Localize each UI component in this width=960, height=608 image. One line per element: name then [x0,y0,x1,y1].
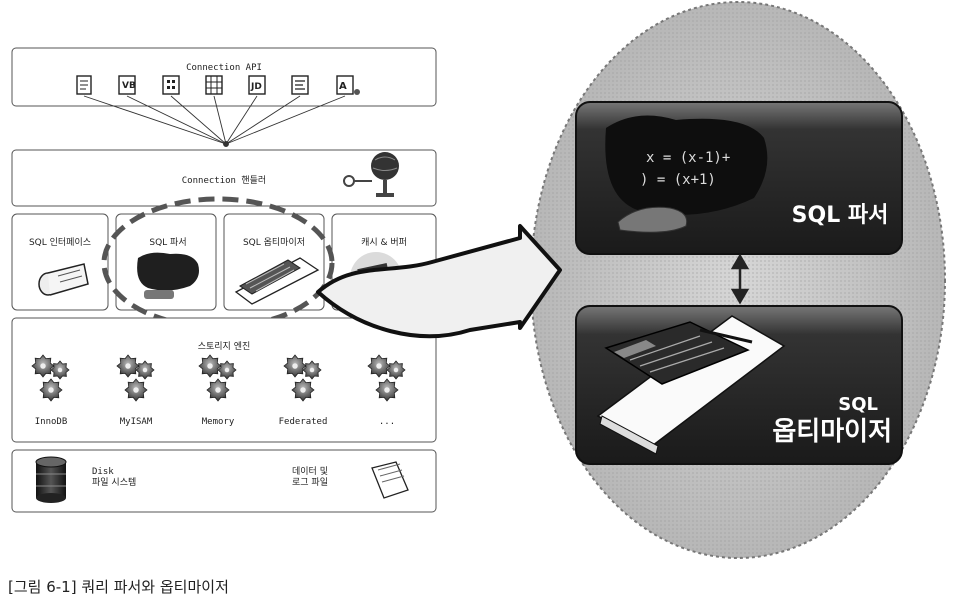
engine-label-federated: Federated [279,417,328,427]
svg-text:JD: JD [250,82,262,92]
calculator-icon [234,257,320,305]
data-files-label: 데이터 및 [292,465,328,477]
highlight-ellipse [101,196,335,330]
sql-optimizer-label: SQL 옵티마이저 [243,237,305,248]
cache-buffer-label: 캐시 & 버퍼 [361,237,407,248]
gear-icon [367,354,391,378]
formula-line-2: ) = (x+1) [640,172,716,188]
database-cylinder-icon [35,456,67,503]
chalkboard-icon [137,252,199,299]
double-arrow [730,253,750,305]
sql-interface-label: SQL 인터페이스 [29,237,91,248]
document-icon [76,75,92,95]
sql-parser-label: SQL 파서 [149,237,186,248]
gear-icon [283,354,307,378]
callout-arrow [316,224,562,339]
eraser-icon [617,206,688,233]
script-icon [291,75,309,95]
engine-label-more: ... [379,417,395,427]
app-icon: A [336,75,360,95]
sql-parser-panel-title: SQL 파서 [792,203,889,228]
building-icon [162,75,180,95]
scroll-icon [38,263,89,296]
gear-icon [50,360,70,380]
sql-optimizer-panel-title-2: 옵티마이저 [772,417,892,447]
connection-handler-title: Connection 핸들러 [182,174,266,186]
disk-box: Disk 파일 시스템 데이터 및 로그 파일 [11,449,437,513]
gear-icon [39,378,63,402]
sql-interface-box: SQL 인터페이스 [11,213,109,311]
engine-label-memory: Memory [202,417,235,427]
connection-api-box: Connection API VB JD [11,47,437,107]
grid-icon [205,75,223,95]
gear-icon [31,354,55,378]
storage-engine-title: 스토리지 엔진 [198,341,251,352]
gear-icon [206,378,230,402]
gear-icon [375,378,399,402]
sql-optimizer-panel: SQL 옵티마이저 [575,305,903,465]
connection-api-title: Connection API [186,63,262,73]
vb-icon: VB [118,75,136,95]
disk-label: Disk [92,467,114,477]
globe-key-icon [343,152,399,197]
filesystem-label: 파일 시스템 [92,476,136,488]
sql-parser-panel: x = (x-1)+ ) = (x+1) SQL 파서 [575,101,903,255]
engine-label-myisam: MyISAM [120,417,153,427]
connection-lines [83,95,346,147]
jdbc-icon: JD [248,75,266,95]
sql-optimizer-panel-title-1: SQL [838,394,878,415]
zoom-circle [530,1,946,559]
formula-line-1: x = (x-1)+ [646,150,730,166]
log-files-label: 로그 파일 [292,477,328,488]
engine-label-innodb: InnoDB [35,417,68,427]
svg-text:A: A [339,81,347,92]
gear-icon [198,354,222,378]
figure-caption: [그림 6-1] 쿼리 파서와 옵티마이저 [8,578,229,596]
sql-parser-box: SQL 파서 [115,213,217,311]
gear-icon [217,360,237,380]
connection-handler-box: Connection 핸들러 [11,149,437,207]
storage-engine-box: 스토리지 엔진 InnoDB MyISAM Memory Federated .… [11,317,437,443]
folder-icon [371,461,409,499]
calculator-paper-icon [596,315,786,455]
gear-icon [135,360,155,380]
gear-icon [302,360,322,380]
svg-text:VB: VB [122,81,136,91]
gear-icon [124,378,148,402]
gear-icon [116,354,140,378]
sql-optimizer-box: SQL 옵티마이저 [223,213,325,311]
gear-icon [291,378,315,402]
gear-icon [386,360,406,380]
gear-icons [31,354,406,402]
